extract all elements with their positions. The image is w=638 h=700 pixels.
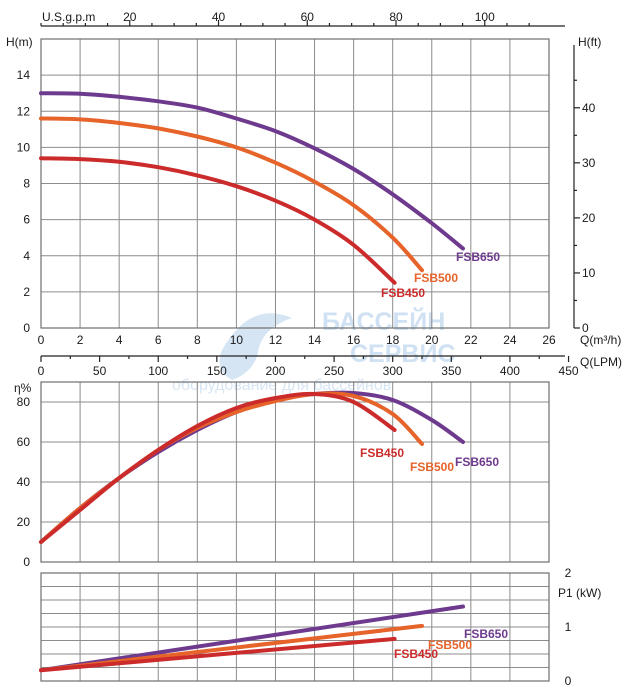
power-ytick-label: 2	[565, 566, 572, 580]
head-ytick-label: 0	[23, 321, 30, 335]
efficiency-label-fsb450: FSB450	[360, 446, 404, 460]
flow-tick-label: 14	[308, 333, 322, 347]
efficiency-ytick-label: 20	[17, 515, 31, 529]
lpm-tick-label: 350	[441, 364, 461, 378]
flow-tick-label: 8	[194, 333, 201, 347]
efficiency-ytick-label: 0	[23, 555, 30, 569]
power-ylabel: P1 (kW)	[558, 586, 601, 600]
lpm-tick-label: 250	[324, 364, 344, 378]
head-label-fsb500: FSB500	[414, 271, 458, 285]
flow-tick-label: 6	[155, 333, 162, 347]
top-axis-label: U.S.g.p.m	[42, 10, 95, 24]
ft-tick-label: 40	[582, 101, 596, 115]
flow-tick-label: 16	[347, 333, 361, 347]
efficiency-curve-fsb500	[39, 391, 424, 544]
flow-tick-label: 20	[425, 333, 439, 347]
head-ytick-label: 8	[23, 177, 30, 191]
ft-tick-label: 20	[582, 211, 596, 225]
efficiency-label-fsb650: FSB650	[455, 455, 499, 469]
lpm-tick-label: 200	[265, 364, 285, 378]
efficiency-curve-fsb450	[39, 391, 397, 544]
watermark: БАССЕЙН СЕРВИС оборудование для бассейно…	[172, 306, 455, 394]
efficiency-label-fsb500: FSB500	[410, 460, 454, 474]
lpm-axis-label: Q(LPM)	[580, 355, 622, 369]
flow-tick-label: 24	[503, 333, 517, 347]
watermark-line3: оборудование для бассейнов	[172, 377, 391, 394]
power-label-fsb450: FSB450	[394, 647, 438, 661]
efficiency-frame	[40, 381, 550, 563]
head-grid	[40, 38, 550, 329]
power-ytick-label: 1	[565, 620, 572, 634]
head-xlabel: Q(m³/h)	[580, 333, 621, 347]
lpm-tick-label: 0	[38, 364, 45, 378]
efficiency-ytick-label: 40	[17, 475, 31, 489]
gpm-tick-label: 60	[301, 10, 315, 24]
head-frame	[40, 38, 550, 329]
head-y2label: H(ft)	[578, 35, 601, 49]
ft-tick-label: 30	[582, 156, 596, 170]
head-curve-fsb500	[39, 116, 424, 273]
lpm-tick-label: 100	[148, 364, 168, 378]
head-label-fsb450: FSB450	[381, 286, 425, 300]
gpm-tick-label: 80	[389, 10, 403, 24]
flow-tick-label: 2	[77, 333, 84, 347]
ft-tick-label: 10	[582, 266, 596, 280]
flow-tick-label: 18	[386, 333, 400, 347]
gpm-tick-label: 20	[123, 10, 137, 24]
efficiency-ytick-label: 60	[17, 435, 31, 449]
lpm-tick-label: 150	[207, 364, 227, 378]
head-ytick-label: 14	[17, 68, 31, 82]
lpm-tick-label: 450	[559, 364, 579, 378]
gpm-tick-label: 100	[475, 10, 495, 24]
ft-tick-label: 0	[582, 321, 589, 335]
efficiency-grid	[40, 381, 550, 563]
watermark-line2: СЕРВИС	[350, 340, 455, 368]
power-label-fsb500: FSB500	[428, 638, 472, 652]
efficiency-ytick-label: 80	[17, 395, 31, 409]
flow-tick-label: 12	[269, 333, 283, 347]
head-ytick-label: 12	[17, 104, 31, 118]
efficiency-ylabel: η%	[14, 381, 32, 395]
flow-tick-label: 0	[38, 333, 45, 347]
power-ytick-label: 0	[565, 674, 572, 688]
power-curve-fsb450	[39, 636, 397, 673]
flow-tick-label: 10	[230, 333, 244, 347]
head-label-fsb650: FSB650	[456, 250, 500, 264]
lpm-tick-label: 400	[500, 364, 520, 378]
flow-tick-label: 26	[542, 333, 556, 347]
power-label-fsb650: FSB650	[464, 627, 508, 641]
head-curve-fsb450	[39, 156, 397, 285]
head-ytick-label: 6	[23, 213, 30, 227]
lpm-tick-label: 50	[93, 364, 107, 378]
gpm-tick-label: 40	[212, 10, 226, 24]
head-curve-fsb650	[39, 91, 465, 251]
watermark-line1: БАССЕЙН	[322, 306, 445, 336]
flow-tick-label: 22	[464, 333, 478, 347]
power-frame	[40, 572, 550, 682]
lpm-tick-label: 300	[383, 364, 403, 378]
head-ytick-label: 2	[23, 285, 30, 299]
head-ytick-label: 10	[17, 140, 31, 154]
watermark-logo-icon	[219, 313, 292, 380]
flow-tick-label: 4	[116, 333, 123, 347]
head-ylabel: H(m)	[6, 35, 33, 49]
efficiency-curve-fsb650	[39, 390, 465, 544]
head-ytick-label: 4	[23, 249, 30, 263]
